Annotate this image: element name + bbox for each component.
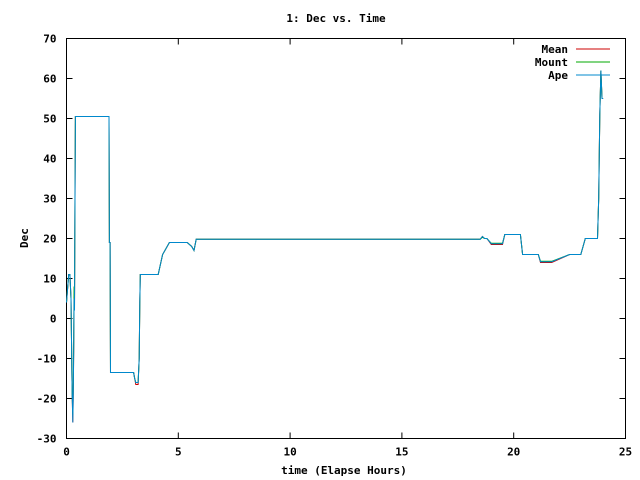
- x-axis-label: time (Elapse Hours): [281, 464, 407, 477]
- series-line-ape: [66, 70, 604, 423]
- legend-label: Ape: [548, 69, 568, 82]
- tick-group: 0 5 10 15 20 25 -30 -20 -10 0 10 20 30 40 50 60 70: [37, 33, 633, 459]
- series-line-mean: [66, 70, 604, 423]
- y-tick-label: 10: [43, 273, 56, 286]
- y-tick-label: -30: [37, 433, 57, 446]
- y-tick-label: -20: [37, 393, 57, 406]
- y-tick-label: 50: [43, 113, 56, 126]
- y-tick-label: 20: [43, 233, 56, 246]
- y-tick-label: -10: [37, 353, 57, 366]
- y-tick-label: 60: [43, 73, 56, 86]
- y-axis-label: Dec: [18, 228, 31, 248]
- y-tick-label: 40: [43, 153, 56, 166]
- x-tick-label: 20: [507, 446, 520, 459]
- plot-frame: [66, 38, 626, 439]
- series-line-mount: [66, 70, 604, 415]
- x-tick-label: 5: [175, 446, 182, 459]
- legend-label: Mean: [542, 43, 569, 56]
- y-tick-label: 70: [43, 33, 56, 46]
- x-tick-label: 10: [283, 446, 296, 459]
- series-group: [66, 70, 604, 423]
- y-tick-label: 30: [43, 193, 56, 206]
- x-tick-label: 0: [63, 446, 70, 459]
- chart-title: 1: Dec vs. Time: [286, 12, 386, 25]
- y-tick-label: 0: [50, 313, 57, 326]
- legend-label: Mount: [535, 56, 568, 69]
- x-tick-label: 25: [619, 446, 632, 459]
- x-tick-label: 15: [395, 446, 408, 459]
